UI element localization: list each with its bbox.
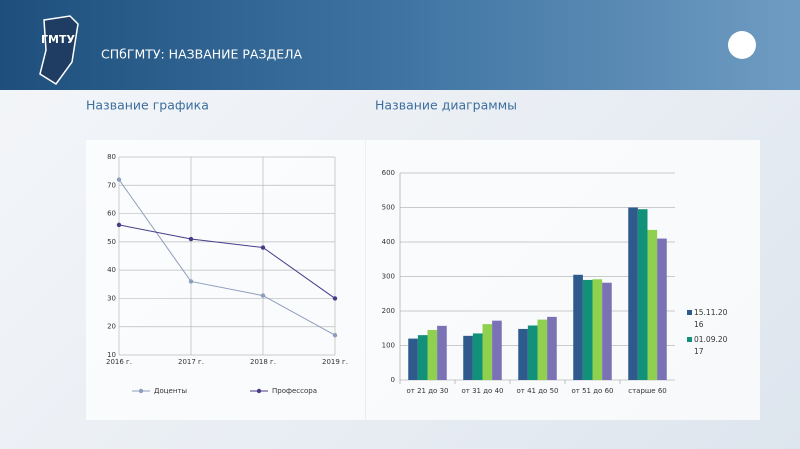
line-panel [86, 140, 365, 420]
legend-swatch [687, 337, 692, 342]
bar [637, 209, 648, 380]
bar [427, 329, 438, 380]
legend-marker [138, 388, 144, 394]
y-tick-label: 400 [382, 238, 395, 246]
bar [437, 325, 447, 380]
x-tick-label: от 31 до 40 [462, 387, 504, 395]
bar [472, 333, 483, 380]
svg-text:ГМТУ: ГМТУ [41, 33, 75, 46]
x-tick-label: 2017 г. [178, 358, 204, 366]
bar [417, 335, 428, 380]
y-tick-label: 500 [382, 204, 395, 212]
legend-label: Профессора [272, 387, 317, 395]
y-tick-label: 300 [382, 273, 395, 281]
y-tick-label: 80 [107, 153, 116, 161]
y-tick-label: 50 [107, 238, 116, 246]
bar [592, 279, 603, 380]
chart-title: Название диаграммы [375, 98, 517, 113]
header-title: СПбГМТУ: НАЗВАНИЕ РАЗДЕЛА [101, 47, 303, 62]
x-tick-label: 2019 г. [322, 358, 348, 366]
bar [628, 207, 638, 380]
y-tick-label: 100 [382, 342, 395, 350]
y-tick-label: 60 [107, 210, 116, 218]
y-tick-label: 20 [107, 323, 116, 331]
line-point [260, 245, 266, 250]
line-point [188, 236, 194, 242]
bar [492, 320, 502, 380]
bar [547, 316, 557, 380]
line-point [116, 222, 122, 228]
legend-label: 01.09.2017 [694, 335, 728, 356]
line-point [116, 177, 122, 182]
legend-swatch [687, 310, 692, 315]
x-tick-label: от 21 до 30 [407, 387, 449, 395]
bar [463, 335, 473, 380]
bar [482, 324, 493, 380]
y-tick-label: 600 [382, 169, 395, 177]
legend-label: 15.11.2016 [694, 308, 728, 329]
y-tick-label: 10 [107, 351, 116, 359]
x-tick-label: от 51 до 60 [572, 387, 614, 395]
legend-label: Доценты [154, 387, 187, 395]
line-series [118, 179, 336, 336]
bar [518, 328, 528, 380]
bar [602, 282, 612, 380]
line-series [118, 224, 336, 299]
bar [582, 279, 593, 380]
x-tick-label: 2016 г. [106, 358, 132, 366]
legend-marker [256, 388, 262, 394]
y-tick-label: 30 [107, 294, 116, 302]
line-point [188, 279, 194, 284]
line-point [332, 296, 338, 301]
bar [647, 229, 658, 380]
y-tick-label: 0 [391, 376, 395, 384]
bar [408, 338, 418, 380]
y-tick-label: 40 [107, 266, 116, 274]
bar [657, 238, 667, 380]
chart-title: Название графика [86, 98, 209, 113]
bar [527, 325, 538, 380]
bar [573, 274, 583, 380]
line-point [260, 293, 266, 298]
header-band [0, 0, 800, 90]
x-tick-label: от 41 до 50 [517, 387, 559, 395]
bar [537, 319, 548, 380]
y-tick-label: 70 [107, 181, 116, 189]
y-tick-label: 200 [382, 307, 395, 315]
logo: ГМТУ [39, 15, 79, 86]
x-tick-label: старше 60 [628, 387, 667, 395]
header-circle [728, 31, 756, 59]
x-tick-label: 2018 г. [250, 358, 276, 366]
line-point [332, 333, 338, 338]
